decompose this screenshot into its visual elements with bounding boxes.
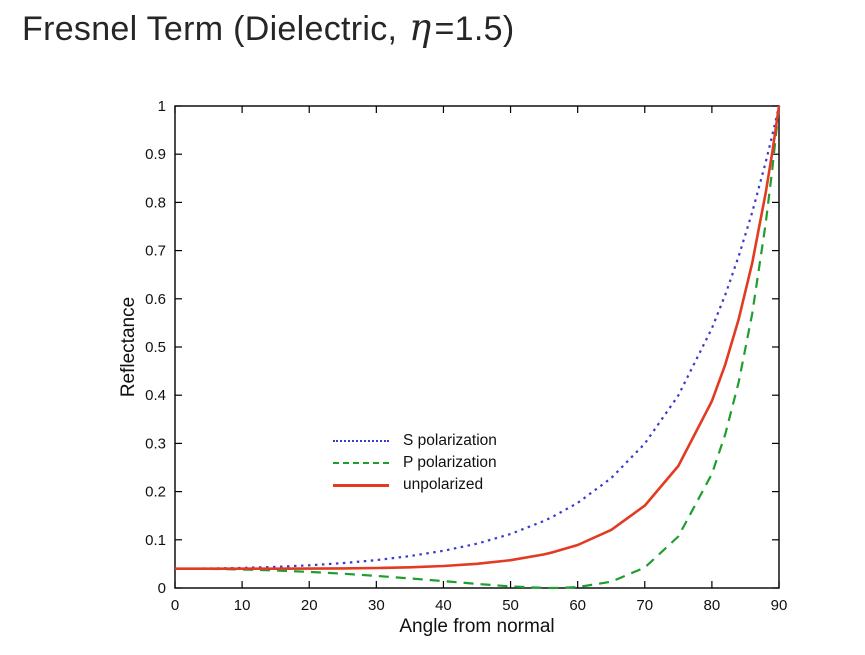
plot-frame [174, 105, 780, 589]
legend-sample-dotted-line [333, 440, 389, 442]
legend-sample-solid-line [333, 483, 389, 487]
legend-label: unpolarized [403, 476, 484, 493]
y-tick-label: 0.8 [145, 194, 166, 211]
y-tick-label: 0.4 [145, 387, 166, 404]
x-tick-label: 0 [171, 597, 179, 614]
y-tick-label: 0 [158, 580, 166, 597]
x-axis-label: Angle from normal [399, 616, 555, 637]
x-tick-label: 90 [771, 597, 788, 614]
x-tick-label: 70 [636, 597, 653, 614]
y-tick-label: 0.7 [145, 243, 166, 260]
x-tick-label: 60 [569, 597, 586, 614]
title-suffix: =1.5) [434, 10, 515, 48]
y-tick-label: 0.5 [145, 339, 166, 356]
series-line-s-polarization [174, 105, 781, 570]
y-tick-label: 0.6 [145, 291, 166, 308]
legend-item-s-polarization: S polarization [333, 430, 497, 452]
series-line-unpolarized [175, 105, 781, 571]
x-tick-label: 40 [435, 597, 452, 614]
y-tick-label: 0.2 [145, 484, 166, 501]
y-tick-label: 0.1 [145, 532, 166, 549]
legend: S polarization P polarization unpolarize… [333, 430, 497, 496]
series-line-p-polarization [174, 105, 781, 590]
x-tick-label: 30 [368, 597, 385, 614]
legend-item-unpolarized: unpolarized [333, 474, 497, 496]
y-tick-label: 0.3 [145, 435, 166, 452]
eta-symbol: η [409, 6, 432, 49]
y-axis-label: Reflectance [118, 296, 139, 398]
legend-sample-dashed-line [333, 462, 389, 464]
legend-label: P polarization [403, 454, 497, 471]
slide-title: Fresnel Term (Dielectric, η=1.5) [22, 6, 514, 49]
legend-label: S polarization [403, 432, 497, 449]
y-tick-label: 1 [158, 98, 166, 115]
x-tick-label: 50 [502, 597, 519, 614]
x-tick-label: 80 [704, 597, 721, 614]
x-tick-label: 20 [301, 597, 318, 614]
x-tick-label: 10 [234, 597, 251, 614]
legend-item-p-polarization: P polarization [333, 452, 497, 474]
y-tick-label: 0.9 [145, 146, 166, 163]
title-prefix: Fresnel Term (Dielectric, [22, 10, 408, 48]
